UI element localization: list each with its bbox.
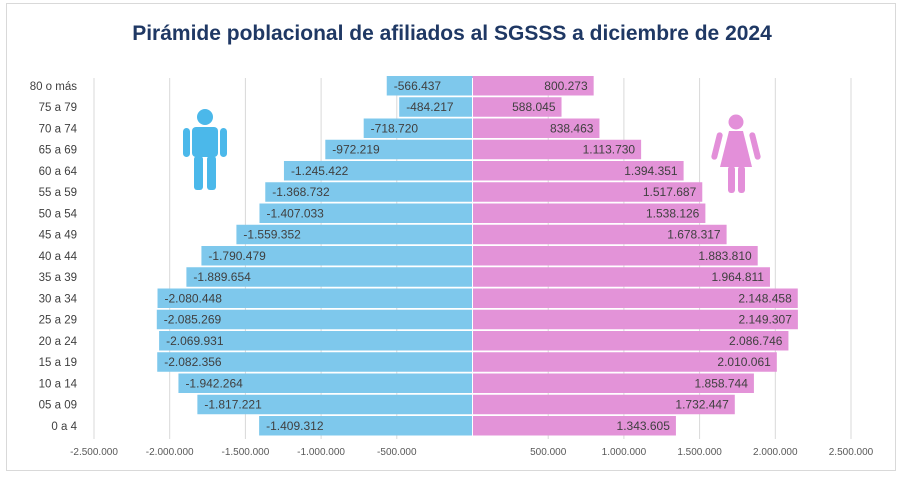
female-data-label: 1.732.447 — [675, 398, 729, 412]
female-bar — [472, 182, 703, 202]
female-bar — [472, 373, 754, 393]
male-data-label: -2.082.356 — [164, 355, 222, 369]
male-data-label: -1.409.312 — [266, 419, 324, 433]
male-bar — [259, 203, 473, 223]
female-bar — [472, 416, 676, 436]
male-data-label: -2.085.269 — [164, 313, 222, 327]
age-group-label: 75 a 79 — [39, 102, 77, 114]
female-bar — [472, 224, 727, 245]
female-data-label: 588.045 — [512, 100, 556, 114]
female-data-label: 2.148.458 — [738, 291, 792, 305]
x-tick-label: -2.000.000 — [146, 447, 194, 458]
x-tick-label: 2.000.000 — [753, 447, 798, 458]
age-group-label: 55 a 59 — [39, 187, 77, 199]
female-data-label: 1.343.605 — [617, 419, 671, 433]
female-bar — [472, 139, 642, 160]
female-data-label: 2.010.061 — [717, 355, 771, 369]
male-data-label: -718.720 — [371, 121, 419, 135]
male-bar — [159, 331, 473, 351]
x-tick-label: 1.500.000 — [677, 447, 722, 458]
x-tick-label: 2.500.000 — [829, 447, 874, 458]
female-data-label: 1.883.810 — [698, 249, 752, 263]
x-tick-label: -500.000 — [377, 447, 417, 458]
age-group-label: 80 o más — [30, 81, 78, 93]
age-group-label: 70 a 74 — [39, 123, 78, 135]
female-bar — [472, 267, 770, 287]
chart-title: Pirámide poblacional de afiliados al SGS… — [132, 22, 772, 45]
female-data-label: 2.149.307 — [739, 313, 793, 327]
female-bar — [472, 331, 789, 351]
female-data-label: 1.517.687 — [643, 185, 697, 199]
male-data-label: -1.407.033 — [266, 206, 324, 220]
age-group-label: 60 a 64 — [39, 166, 78, 178]
male-bar — [363, 118, 473, 138]
age-group-label: 40 a 44 — [39, 251, 78, 263]
male-bar — [399, 97, 473, 117]
age-group-label: 25 a 29 — [39, 315, 77, 327]
male-bar — [178, 373, 473, 393]
male-data-label: -1.245.422 — [291, 164, 349, 178]
age-group-label: 20 a 24 — [39, 336, 78, 348]
male-data-label: -1.889.654 — [193, 270, 251, 284]
male-bar — [236, 224, 473, 245]
age-group-label: 30 a 34 — [39, 293, 78, 305]
age-group-label: 0 a 4 — [51, 421, 77, 433]
male-data-label: -2.080.448 — [165, 291, 223, 305]
age-group-label: 50 a 54 — [39, 208, 78, 220]
female-bar — [472, 97, 562, 117]
female-bar — [472, 161, 684, 181]
male-data-label: -1.368.732 — [272, 185, 330, 199]
age-group-label: 45 a 49 — [39, 230, 77, 242]
x-tick-label: -2.500.000 — [70, 447, 118, 458]
x-tick-label: 1.000.000 — [602, 447, 647, 458]
male-bar — [325, 139, 473, 160]
female-data-label: 800.273 — [544, 79, 588, 93]
male-bar — [259, 416, 473, 436]
female-data-label: 2.086.746 — [729, 334, 783, 348]
female-data-label: 1.394.351 — [624, 164, 678, 178]
male-bar — [283, 161, 473, 181]
female-bar — [472, 118, 600, 138]
male-data-label: -566.437 — [394, 79, 442, 93]
x-tick-label: -1.000.000 — [297, 447, 345, 458]
male-data-label: -1.942.264 — [185, 376, 243, 390]
male-data-label: -972.219 — [332, 143, 380, 157]
male-data-label: -1.559.352 — [243, 228, 301, 242]
female-data-label: 1.964.811 — [711, 270, 764, 284]
woman-icon — [711, 114, 761, 193]
x-tick-label: -1.500.000 — [221, 447, 269, 458]
age-group-label: 15 a 19 — [39, 357, 77, 369]
male-bar — [197, 394, 473, 415]
female-bar — [472, 76, 594, 96]
male-bar — [386, 76, 473, 96]
female-bar — [472, 246, 758, 266]
female-data-label: 1.113.730 — [583, 143, 636, 157]
female-bar — [472, 309, 798, 330]
male-data-label: -1.790.479 — [208, 249, 266, 263]
male-bar — [157, 352, 473, 372]
female-bar — [472, 394, 735, 415]
male-bar — [201, 246, 473, 266]
age-group-label: 05 a 09 — [39, 400, 77, 412]
female-bar — [472, 352, 777, 372]
age-group-label: 65 a 69 — [39, 145, 77, 157]
male-bar — [156, 309, 473, 330]
female-bar — [472, 203, 706, 223]
male-data-label: -484.217 — [406, 100, 454, 114]
female-data-label: 1.678.317 — [667, 228, 721, 242]
male-bar — [265, 182, 473, 202]
female-data-label: 838.463 — [550, 121, 594, 135]
male-bar — [157, 288, 473, 308]
female-bar — [472, 288, 798, 308]
male-bar — [186, 267, 473, 287]
age-group-label: 35 a 39 — [39, 272, 77, 284]
man-icon — [183, 109, 227, 190]
female-data-label: 1.538.126 — [646, 206, 700, 220]
male-data-label: -1.817.221 — [204, 398, 262, 412]
age-group-label: 10 a 14 — [39, 378, 78, 390]
female-data-label: 1.858.744 — [695, 376, 749, 390]
x-tick-label: 500.000 — [530, 447, 567, 458]
male-data-label: -2.069.931 — [166, 334, 224, 348]
